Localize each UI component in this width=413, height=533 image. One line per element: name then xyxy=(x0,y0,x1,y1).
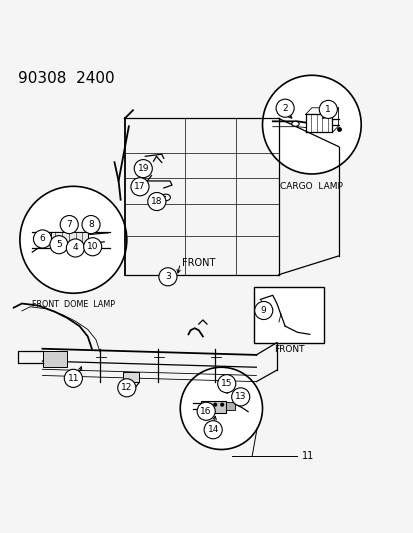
Circle shape xyxy=(131,177,149,196)
Circle shape xyxy=(64,369,82,387)
Circle shape xyxy=(66,239,84,257)
Circle shape xyxy=(117,379,135,397)
Circle shape xyxy=(231,388,249,406)
Text: CARGO  LAMP: CARGO LAMP xyxy=(280,182,342,191)
Circle shape xyxy=(318,100,337,118)
Circle shape xyxy=(213,402,217,407)
Text: 5: 5 xyxy=(56,240,62,249)
Text: 16: 16 xyxy=(200,407,211,416)
Text: 9: 9 xyxy=(260,306,266,315)
Text: FRONT  DOME  LAMP: FRONT DOME LAMP xyxy=(32,300,114,309)
Circle shape xyxy=(204,402,209,407)
Text: 14: 14 xyxy=(207,425,218,434)
Circle shape xyxy=(60,215,78,233)
Text: 13: 13 xyxy=(235,392,246,401)
Text: 8: 8 xyxy=(88,220,94,229)
Circle shape xyxy=(220,402,224,407)
Text: 19: 19 xyxy=(137,164,149,173)
Text: FRONT: FRONT xyxy=(273,345,304,353)
Ellipse shape xyxy=(161,194,170,201)
Text: 11: 11 xyxy=(67,374,79,383)
Text: 90308  2400: 90308 2400 xyxy=(18,71,114,86)
Bar xyxy=(254,287,323,343)
Circle shape xyxy=(217,375,235,393)
Text: 18: 18 xyxy=(151,197,162,206)
Text: 7: 7 xyxy=(66,220,72,229)
Circle shape xyxy=(82,215,100,233)
Bar xyxy=(122,372,139,383)
Text: FRONT: FRONT xyxy=(182,258,215,268)
Circle shape xyxy=(180,367,262,449)
Bar xyxy=(226,402,235,409)
Bar xyxy=(51,231,88,247)
Text: 1: 1 xyxy=(325,105,330,114)
Text: 2: 2 xyxy=(282,104,287,112)
Text: 4: 4 xyxy=(72,244,78,253)
Circle shape xyxy=(50,236,68,254)
Bar xyxy=(43,351,67,367)
Circle shape xyxy=(204,421,222,439)
Text: 11: 11 xyxy=(301,451,313,462)
Text: 17: 17 xyxy=(134,182,145,191)
Circle shape xyxy=(275,99,294,117)
Circle shape xyxy=(147,192,166,211)
Circle shape xyxy=(33,230,52,248)
Ellipse shape xyxy=(291,122,298,126)
Text: 6: 6 xyxy=(40,235,45,244)
Circle shape xyxy=(197,402,215,421)
Text: 10: 10 xyxy=(87,243,98,251)
Text: 3: 3 xyxy=(165,272,171,281)
Circle shape xyxy=(254,302,272,320)
Circle shape xyxy=(159,268,176,286)
Circle shape xyxy=(262,75,360,174)
Text: 15: 15 xyxy=(221,379,232,388)
Circle shape xyxy=(83,238,102,256)
Text: 12: 12 xyxy=(121,383,132,392)
Circle shape xyxy=(134,159,152,177)
Circle shape xyxy=(20,187,126,293)
Bar xyxy=(200,401,225,413)
